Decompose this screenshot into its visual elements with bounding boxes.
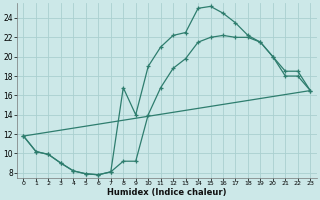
X-axis label: Humidex (Indice chaleur): Humidex (Indice chaleur): [107, 188, 227, 197]
